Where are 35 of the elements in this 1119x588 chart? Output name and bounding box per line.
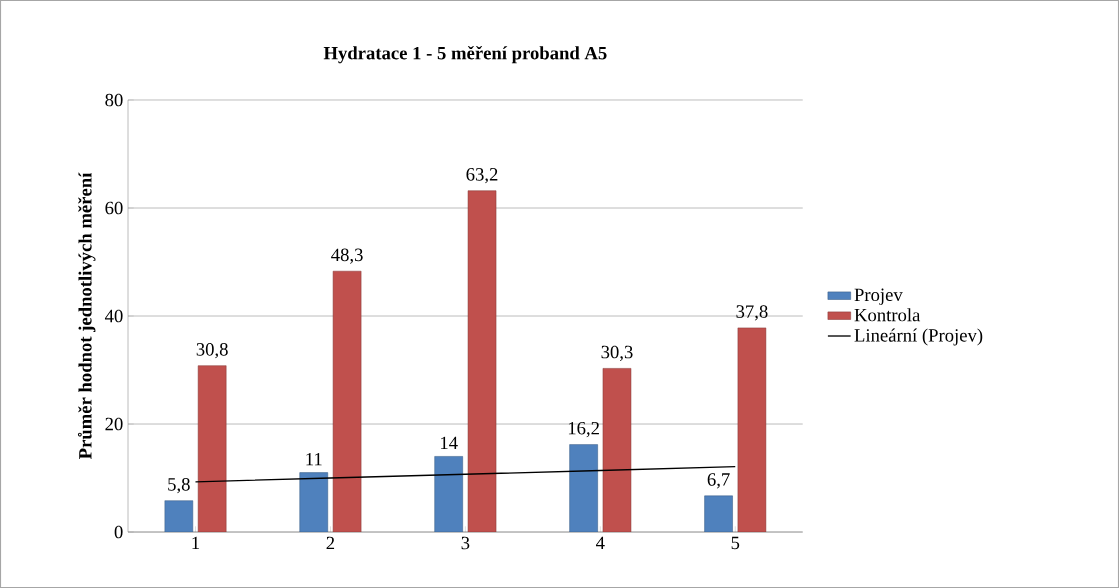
bar [737, 327, 767, 533]
y-tick-label: 40 [104, 309, 123, 323]
data-label: 63,2 [466, 168, 498, 184]
legend-label: Kontrola [854, 308, 921, 322]
data-label: 11 [306, 452, 322, 466]
x-tick-label: 5 [731, 536, 740, 550]
bar [602, 368, 632, 533]
x-tick-label: 1 [192, 536, 200, 550]
y-axis-title: Průměr hodnot jednotlivých měření [77, 172, 96, 460]
bar [299, 472, 329, 533]
y-tick-label: 20 [105, 417, 123, 431]
bar [467, 190, 497, 533]
bar [569, 444, 598, 533]
data-label: 5,8 [168, 478, 190, 494]
x-tick-label: 4 [596, 536, 605, 550]
legend-label: Projev [854, 288, 903, 305]
x-tick-label: 3 [461, 536, 470, 550]
chart-title: Hydratace 1 - 5 měření proband A5 [323, 46, 607, 64]
bar [197, 365, 227, 533]
data-label: 30,3 [601, 345, 633, 361]
bar [434, 456, 463, 533]
bar [332, 270, 362, 533]
bar [704, 495, 733, 533]
data-label: 37,8 [736, 305, 768, 321]
data-label: 16,2 [568, 421, 599, 438]
data-label: 48,3 [331, 248, 363, 264]
y-tick-label: 80 [105, 93, 123, 107]
data-label: 30,8 [196, 343, 228, 359]
data-label: 6,7 [707, 473, 730, 489]
y-tick-label: 60 [105, 201, 123, 215]
bar [164, 500, 194, 533]
legend-label: Lineární (Projev) [854, 328, 983, 346]
y-tick-label: 0 [114, 525, 123, 539]
data-label: 14 [441, 436, 458, 450]
x-tick-label: 2 [326, 536, 335, 550]
